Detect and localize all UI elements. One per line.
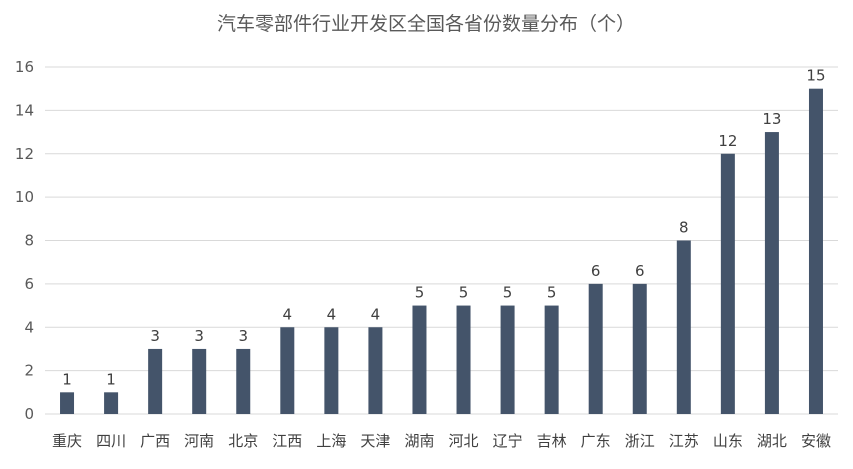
bar bbox=[324, 327, 339, 414]
gridlines bbox=[45, 66, 838, 415]
y-axis-ticks: 0 2 4 6 8 10 12 14 16 bbox=[15, 58, 34, 423]
x-category-label: 天津 bbox=[360, 432, 390, 450]
y-tick-label: 14 bbox=[15, 101, 34, 119]
bar bbox=[104, 392, 119, 414]
bar bbox=[192, 348, 207, 414]
data-label: 15 bbox=[806, 67, 825, 85]
bar bbox=[148, 348, 163, 414]
data-label: 6 bbox=[635, 262, 645, 280]
bar bbox=[412, 305, 427, 414]
x-category-label: 湖北 bbox=[757, 432, 787, 450]
bar bbox=[500, 305, 515, 414]
data-label: 6 bbox=[591, 262, 601, 280]
bars bbox=[60, 88, 823, 414]
x-category-label: 重庆 bbox=[52, 432, 82, 450]
x-category-label: 安徽 bbox=[801, 432, 831, 450]
x-category-label: 北京 bbox=[228, 432, 258, 450]
x-category-label: 上海 bbox=[316, 432, 346, 450]
data-label: 5 bbox=[415, 284, 425, 302]
data-label: 3 bbox=[150, 327, 160, 345]
x-category-label: 江西 bbox=[272, 432, 302, 450]
bar bbox=[632, 283, 647, 414]
y-tick-label: 0 bbox=[24, 405, 34, 423]
y-tick-label: 12 bbox=[15, 145, 34, 163]
x-category-label: 吉林 bbox=[537, 432, 567, 450]
y-tick-label: 16 bbox=[15, 58, 34, 76]
data-label: 1 bbox=[62, 370, 72, 388]
bar bbox=[676, 240, 691, 414]
x-category-label: 山东 bbox=[713, 432, 743, 450]
x-category-label: 四川 bbox=[96, 432, 126, 450]
x-category-label: 广西 bbox=[140, 432, 170, 450]
x-category-label: 河南 bbox=[184, 432, 214, 450]
bar bbox=[280, 327, 295, 414]
bar bbox=[456, 305, 471, 414]
bar bbox=[60, 392, 75, 414]
x-category-label: 河北 bbox=[449, 432, 479, 450]
x-axis-categories: 重庆 四川 广西 河南 北京 江西 上海 天津 湖南 河北 辽宁 吉林 广东 浙江 江苏 山东 湖北 安徽 bbox=[52, 432, 831, 450]
x-category-label: 湖南 bbox=[404, 432, 434, 450]
bar bbox=[368, 327, 383, 414]
data-label: 3 bbox=[238, 327, 248, 345]
bar bbox=[544, 305, 559, 414]
data-label: 4 bbox=[327, 305, 337, 323]
data-label: 5 bbox=[547, 284, 557, 302]
data-label: 5 bbox=[503, 284, 513, 302]
bar bbox=[720, 153, 735, 414]
data-label: 1 bbox=[106, 370, 116, 388]
y-tick-label: 8 bbox=[24, 232, 34, 250]
data-label: 4 bbox=[283, 305, 293, 323]
data-label: 8 bbox=[679, 219, 689, 237]
data-label: 5 bbox=[459, 284, 469, 302]
y-tick-label: 2 bbox=[24, 362, 34, 380]
chart-title: 汽车零部件行业开发区全国各省份数量分布（个） bbox=[217, 13, 635, 35]
y-tick-label: 4 bbox=[24, 318, 34, 336]
x-category-label: 辽宁 bbox=[493, 432, 523, 450]
data-label: 12 bbox=[718, 132, 737, 150]
y-tick-label: 6 bbox=[24, 275, 34, 293]
data-label: 4 bbox=[371, 305, 381, 323]
x-category-label: 浙江 bbox=[625, 432, 655, 450]
data-label: 13 bbox=[762, 110, 781, 128]
x-category-label: 广东 bbox=[581, 432, 611, 450]
y-tick-label: 10 bbox=[15, 188, 34, 206]
bar bbox=[236, 348, 251, 414]
bar bbox=[808, 88, 823, 414]
bar bbox=[764, 132, 779, 414]
x-category-label: 江苏 bbox=[669, 432, 699, 450]
bar bbox=[588, 283, 603, 414]
data-label: 3 bbox=[194, 327, 204, 345]
